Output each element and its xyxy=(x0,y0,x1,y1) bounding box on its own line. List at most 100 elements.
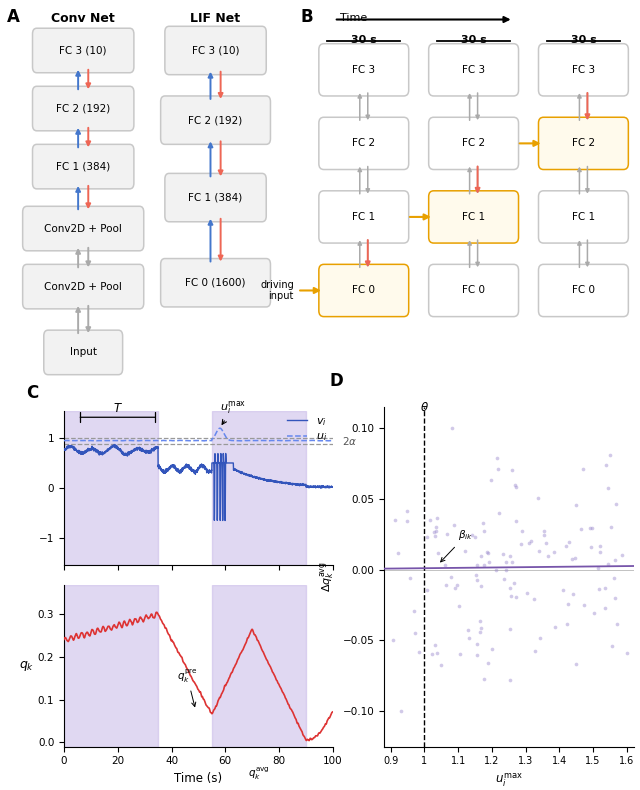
Text: Conv2D + Pool: Conv2D + Pool xyxy=(44,281,122,292)
Point xyxy=(429,529,440,542)
Point xyxy=(441,579,451,592)
Point xyxy=(410,626,420,639)
Point xyxy=(541,536,551,549)
Point xyxy=(435,659,445,672)
Point xyxy=(472,559,482,571)
Text: Conv Net: Conv Net xyxy=(51,12,115,24)
Point xyxy=(483,547,493,559)
Point xyxy=(447,422,457,434)
Point xyxy=(600,602,610,615)
FancyBboxPatch shape xyxy=(429,117,518,170)
Text: A: A xyxy=(7,8,20,26)
Point xyxy=(530,645,540,657)
Point xyxy=(475,615,485,628)
Point xyxy=(427,647,437,660)
FancyBboxPatch shape xyxy=(44,330,123,374)
Point xyxy=(562,618,572,630)
Point xyxy=(575,522,586,535)
Point xyxy=(609,572,620,585)
Point xyxy=(578,462,588,475)
Bar xyxy=(212,411,306,565)
Legend: $v_i$, $u_i$: $v_i$, $u_i$ xyxy=(287,416,327,443)
Point xyxy=(595,546,605,559)
Text: $u_i^{\rm max}$: $u_i^{\rm max}$ xyxy=(220,399,246,424)
Point xyxy=(516,537,526,550)
Text: $q_k^{\rm pre}$: $q_k^{\rm pre}$ xyxy=(177,668,198,706)
Point xyxy=(408,604,419,617)
Bar xyxy=(64,585,158,747)
Text: $T$: $T$ xyxy=(113,402,123,415)
Point xyxy=(452,579,462,592)
Text: 30 s: 30 s xyxy=(570,35,596,45)
Point xyxy=(507,465,517,477)
Point xyxy=(508,556,518,569)
FancyBboxPatch shape xyxy=(165,26,266,75)
Point xyxy=(568,588,579,600)
Point xyxy=(431,525,441,538)
Text: FC 1: FC 1 xyxy=(572,212,595,222)
FancyBboxPatch shape xyxy=(538,43,628,96)
Point xyxy=(390,514,400,526)
Point xyxy=(479,525,490,537)
Point xyxy=(509,479,520,491)
Point xyxy=(460,545,470,558)
Text: Conv2D + Pool: Conv2D + Pool xyxy=(44,224,122,234)
Point xyxy=(476,579,486,592)
Point xyxy=(476,550,486,562)
Y-axis label: $\Delta q_k^{\rm avg}$: $\Delta q_k^{\rm avg}$ xyxy=(319,562,337,592)
Point xyxy=(497,547,508,560)
Point xyxy=(482,546,492,559)
Point xyxy=(402,515,412,528)
Point xyxy=(511,480,521,493)
Point xyxy=(595,540,605,553)
FancyBboxPatch shape xyxy=(22,265,144,309)
Point xyxy=(449,518,459,531)
Point xyxy=(538,525,548,538)
Point xyxy=(561,540,572,552)
X-axis label: Time (s): Time (s) xyxy=(174,772,223,784)
Point xyxy=(617,549,627,562)
Point xyxy=(493,463,503,476)
Point xyxy=(422,584,432,596)
Point xyxy=(604,481,614,494)
Text: $q_k^{\rm avg}$: $q_k^{\rm avg}$ xyxy=(248,766,270,782)
Point xyxy=(504,581,515,594)
Point xyxy=(593,562,603,574)
Point xyxy=(605,448,615,461)
Point xyxy=(584,521,595,534)
Point xyxy=(472,638,482,650)
Point xyxy=(511,515,521,528)
Point xyxy=(396,704,406,717)
Point xyxy=(472,649,482,661)
Point xyxy=(611,498,621,510)
Point xyxy=(479,559,489,571)
FancyBboxPatch shape xyxy=(22,206,144,250)
Text: FC 0: FC 0 xyxy=(572,285,595,295)
Point xyxy=(600,459,611,472)
Point xyxy=(609,554,620,566)
Point xyxy=(539,529,549,541)
Text: FC 1: FC 1 xyxy=(462,212,485,222)
Y-axis label: $q_k$: $q_k$ xyxy=(19,659,35,672)
Point xyxy=(442,528,452,540)
Point xyxy=(607,639,617,652)
Text: FC 3: FC 3 xyxy=(352,65,375,75)
Point xyxy=(570,551,580,564)
Point xyxy=(429,525,440,538)
FancyBboxPatch shape xyxy=(161,258,271,307)
Point xyxy=(463,623,473,636)
Point xyxy=(506,589,516,602)
Text: FC 2 (192): FC 2 (192) xyxy=(56,103,110,114)
Point xyxy=(471,569,481,581)
Point xyxy=(500,564,511,577)
Point xyxy=(431,521,441,533)
Point xyxy=(467,529,477,542)
Point xyxy=(579,599,589,611)
Point xyxy=(524,536,534,549)
Point xyxy=(402,505,412,517)
FancyBboxPatch shape xyxy=(33,145,134,189)
Point xyxy=(535,632,545,645)
Point xyxy=(492,451,502,464)
Point xyxy=(564,536,574,548)
Text: FC 3: FC 3 xyxy=(462,65,485,75)
